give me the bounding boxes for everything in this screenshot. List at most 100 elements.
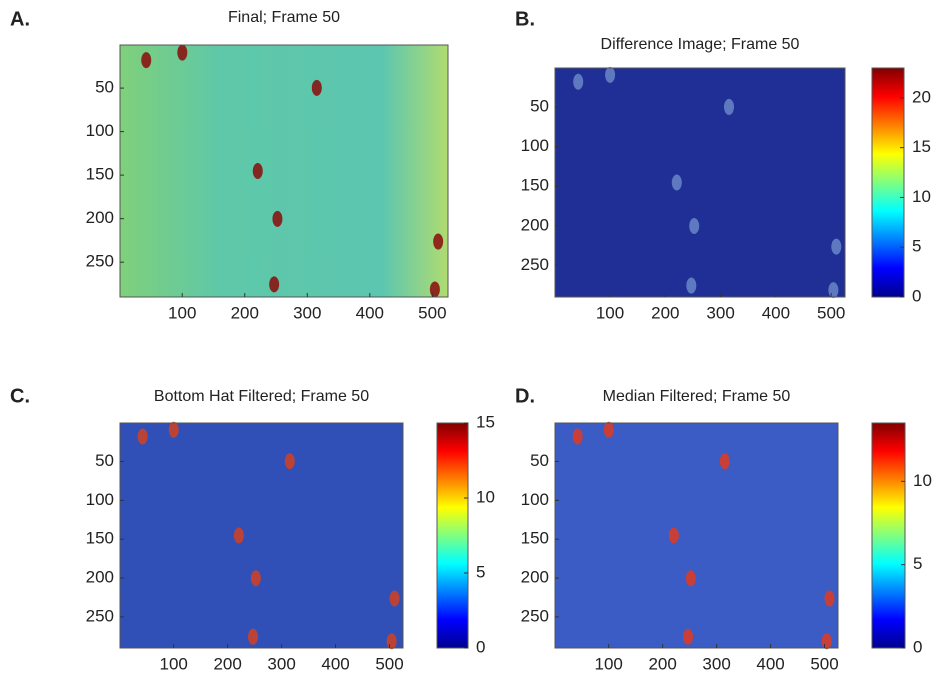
colorbar-tick-label: 5 bbox=[476, 562, 485, 581]
y-tick-label: 200 bbox=[86, 568, 114, 587]
y-tick-label: 50 bbox=[530, 451, 549, 470]
image-feature bbox=[137, 428, 148, 445]
panel-letter: D. bbox=[515, 385, 535, 407]
panel-title: Final; Frame 50 bbox=[228, 9, 340, 26]
y-tick-label: 150 bbox=[521, 529, 549, 548]
x-tick-label: 200 bbox=[651, 303, 679, 322]
panel-letter: C. bbox=[10, 385, 30, 407]
image-feature bbox=[233, 527, 244, 544]
axes-frame bbox=[119, 422, 404, 649]
x-tick-label: 200 bbox=[231, 303, 259, 322]
image-feature bbox=[605, 66, 616, 83]
panel-title: Difference Image; Frame 50 bbox=[601, 36, 800, 53]
image-feature bbox=[671, 174, 682, 191]
image-feature bbox=[573, 73, 584, 90]
image-feature bbox=[248, 628, 259, 645]
colorbar-tick-label: 0 bbox=[913, 637, 922, 656]
colorbar-tick-label: 20 bbox=[912, 87, 931, 106]
image-feature bbox=[386, 633, 397, 650]
y-tick-label: 50 bbox=[95, 78, 114, 97]
x-tick-label: 500 bbox=[810, 654, 838, 673]
x-tick-label: 300 bbox=[293, 303, 321, 322]
x-tick-label: 500 bbox=[375, 654, 403, 673]
image-feature bbox=[141, 52, 152, 69]
image-feature bbox=[250, 570, 261, 587]
y-tick-label: 100 bbox=[521, 490, 549, 509]
panel-title: Median Filtered; Frame 50 bbox=[603, 388, 791, 405]
image-feature bbox=[168, 421, 179, 438]
image-feature bbox=[572, 428, 583, 445]
image bbox=[120, 423, 403, 648]
x-tick-label: 100 bbox=[159, 654, 187, 673]
x-tick-label: 500 bbox=[418, 303, 446, 322]
image-feature bbox=[724, 98, 734, 115]
image-feature bbox=[683, 628, 694, 645]
colorbar-tick-label: 15 bbox=[912, 137, 931, 156]
axes-frame bbox=[554, 67, 846, 298]
image-feature bbox=[311, 79, 322, 96]
colorbar-tick-label: 5 bbox=[913, 554, 922, 573]
x-tick-label: 100 bbox=[596, 303, 624, 322]
image-feature bbox=[824, 590, 835, 607]
colorbar-tick-label: 10 bbox=[913, 471, 932, 490]
y-tick-label: 100 bbox=[521, 136, 549, 155]
panel-title: Bottom Hat Filtered; Frame 50 bbox=[154, 388, 369, 405]
image-feature bbox=[269, 276, 280, 293]
colorbar bbox=[871, 67, 905, 298]
y-tick-label: 200 bbox=[521, 215, 549, 234]
y-tick-label: 250 bbox=[86, 252, 114, 271]
x-tick-label: 400 bbox=[762, 303, 790, 322]
image-feature bbox=[272, 210, 283, 227]
image-feature bbox=[429, 281, 440, 298]
image-feature bbox=[433, 233, 444, 250]
x-tick-label: 300 bbox=[706, 303, 734, 322]
colorbar bbox=[436, 422, 469, 649]
y-tick-label: 50 bbox=[95, 451, 114, 470]
colorbar-tick-label: 0 bbox=[476, 637, 485, 656]
x-tick-label: 200 bbox=[213, 654, 241, 673]
y-tick-label: 100 bbox=[86, 490, 114, 509]
image-feature bbox=[668, 527, 679, 544]
y-tick-label: 250 bbox=[521, 255, 549, 274]
image-feature bbox=[177, 44, 188, 61]
image-feature bbox=[603, 421, 614, 438]
y-tick-label: 250 bbox=[521, 606, 549, 625]
y-tick-label: 200 bbox=[521, 568, 549, 587]
y-tick-label: 150 bbox=[521, 176, 549, 195]
image-feature bbox=[389, 590, 400, 607]
image-feature bbox=[284, 453, 295, 470]
y-tick-label: 150 bbox=[86, 529, 114, 548]
colorbar-tick-label: 10 bbox=[476, 487, 495, 506]
y-tick-label: 50 bbox=[530, 97, 549, 116]
x-tick-label: 400 bbox=[756, 654, 784, 673]
x-tick-label: 400 bbox=[321, 654, 349, 673]
y-tick-label: 200 bbox=[86, 208, 114, 227]
image bbox=[555, 423, 838, 648]
colorbar-tick-label: 5 bbox=[912, 237, 921, 256]
image-feature bbox=[686, 277, 697, 294]
colorbar-tick-label: 0 bbox=[912, 286, 921, 305]
panel-letter: B. bbox=[515, 8, 535, 30]
image-feature bbox=[831, 238, 842, 255]
x-tick-label: 100 bbox=[168, 303, 196, 322]
axes-frame bbox=[554, 422, 839, 649]
image-feature bbox=[689, 218, 700, 235]
x-tick-label: 300 bbox=[267, 654, 295, 673]
x-tick-label: 500 bbox=[817, 303, 845, 322]
image-feature bbox=[719, 453, 730, 470]
x-tick-label: 200 bbox=[648, 654, 676, 673]
image bbox=[555, 68, 845, 297]
y-tick-label: 150 bbox=[86, 165, 114, 184]
image-feature bbox=[821, 633, 832, 650]
x-tick-label: 400 bbox=[356, 303, 384, 322]
x-tick-label: 100 bbox=[594, 654, 622, 673]
panel-letter: A. bbox=[10, 8, 30, 30]
image-feature bbox=[828, 282, 839, 299]
axes-frame bbox=[119, 44, 449, 298]
y-tick-label: 250 bbox=[86, 606, 114, 625]
colorbar bbox=[871, 422, 906, 649]
colorbar-tick-label: 15 bbox=[476, 412, 495, 431]
image-feature bbox=[685, 570, 696, 587]
image-feature bbox=[252, 163, 263, 179]
